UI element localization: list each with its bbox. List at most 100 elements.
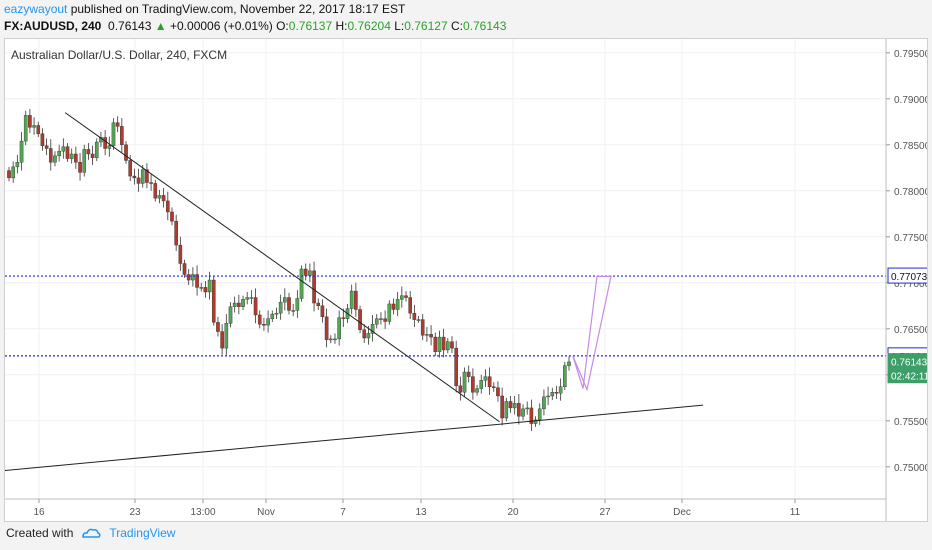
bear-candle xyxy=(65,146,70,159)
bull-candle xyxy=(446,341,450,351)
quote-line: FX:AUDUSD, 240 0.76143 ▲ +0.00006 (+0.01… xyxy=(4,18,928,35)
tradingview-link[interactable]: TradingView xyxy=(109,526,176,540)
bull-candle xyxy=(111,122,116,146)
ascending-trendline xyxy=(4,404,704,471)
bear-candle xyxy=(7,170,11,179)
bull-candle xyxy=(270,313,275,319)
drawings xyxy=(4,112,886,471)
bear-candle xyxy=(433,336,438,352)
bull-candle xyxy=(228,306,233,324)
bear-candle xyxy=(90,153,95,158)
y-tick-label: 0.75500 xyxy=(894,417,927,428)
author-link[interactable]: eazywayout xyxy=(4,2,68,16)
bear-candle xyxy=(74,153,78,163)
bull-candle xyxy=(11,166,15,179)
low-value: 0.76127 xyxy=(404,19,448,33)
bull-candle xyxy=(82,149,87,173)
bull-candle xyxy=(278,301,283,314)
x-tick-label: 13 xyxy=(415,507,427,518)
open-label: O: xyxy=(276,19,289,33)
bear-candle xyxy=(36,125,41,134)
price-axis[interactable]: 0.79500 0.79000 0.78500 0.78000 0.77500 0.770… xyxy=(886,49,931,474)
publish-info: published on TradingView.com, November 2… xyxy=(67,2,406,16)
bull-candle xyxy=(94,141,99,158)
bear-candle xyxy=(78,162,82,173)
x-tick-label: 27 xyxy=(599,507,611,518)
close-value: 0.76143 xyxy=(462,19,507,33)
y-tick-label: 0.77000 xyxy=(894,279,927,290)
bull-candle xyxy=(483,376,488,381)
bear-candle xyxy=(103,137,107,149)
grid xyxy=(5,39,886,499)
x-tick-label: 13:00 xyxy=(190,507,215,518)
symbol-label[interactable]: FX:AUDUSD, 240 xyxy=(4,19,102,33)
bull-candle xyxy=(462,371,467,393)
bear-candle xyxy=(186,274,191,281)
bull-candle xyxy=(53,155,57,163)
time-axis[interactable]: 16 23 13:00 Nov 7 13 20 27 Dec 11 xyxy=(33,499,801,518)
bull-candle xyxy=(107,145,112,149)
bull-candle xyxy=(299,268,304,299)
bear-candle xyxy=(391,303,396,310)
bull-candle xyxy=(504,401,509,419)
bear-candle xyxy=(216,322,220,332)
bear-candle xyxy=(128,160,132,177)
bear-candle xyxy=(341,317,346,319)
bull-candle xyxy=(425,334,429,336)
open-value: 0.76137 xyxy=(288,19,333,33)
bull-candle xyxy=(400,295,404,300)
bull-candle xyxy=(283,297,287,303)
bear-candle xyxy=(408,297,412,314)
bull-candle xyxy=(23,115,28,142)
price-chart[interactable]: Australian Dollar/U.S. Dollar, 240, FXCM… xyxy=(4,39,931,521)
bear-candle xyxy=(220,331,224,349)
last-price: 0.76143 xyxy=(108,19,152,33)
bull-candle xyxy=(249,297,254,299)
x-tick-label: Nov xyxy=(257,507,275,518)
price-label-last: 0.76143 xyxy=(887,353,929,370)
bull-candle xyxy=(542,396,546,410)
y-tick-label: 0.78500 xyxy=(894,141,927,152)
bear-candle xyxy=(324,316,329,341)
bear-candle xyxy=(178,244,183,264)
bear-candle xyxy=(491,386,496,388)
price-label-text: 0.77073 xyxy=(891,272,927,283)
bear-candle xyxy=(253,297,258,316)
descending-trendline xyxy=(64,112,500,423)
bull-candle xyxy=(232,302,237,307)
close-label: C: xyxy=(450,19,463,33)
bear-candle xyxy=(153,183,158,199)
bear-candle xyxy=(149,182,153,184)
bull-candle xyxy=(199,287,204,289)
bear-candle xyxy=(237,302,241,307)
bull-candle xyxy=(475,388,479,393)
bear-candle xyxy=(487,376,492,387)
bull-candle xyxy=(370,324,375,334)
bull-candle xyxy=(32,125,36,128)
bear-candle xyxy=(166,200,170,213)
bear-candle xyxy=(257,314,262,325)
bull-candle xyxy=(374,318,379,325)
x-tick-label: 7 xyxy=(340,507,346,518)
price-label-level: 0.77073 xyxy=(887,267,929,284)
high-label: H: xyxy=(335,19,348,33)
bear-candle xyxy=(404,295,408,298)
bull-candle xyxy=(328,338,333,341)
chart-frame[interactable]: Australian Dollar/U.S. Dollar, 240, FXCM… xyxy=(4,38,931,522)
bull-candle xyxy=(379,318,383,320)
bear-candle xyxy=(354,290,358,310)
bear-candle xyxy=(195,274,199,288)
bull-candle xyxy=(558,386,563,394)
bull-candle xyxy=(349,290,354,309)
bull-candle xyxy=(57,151,61,157)
y-tick-label: 0.79000 xyxy=(894,95,927,106)
bear-candle xyxy=(412,312,417,320)
bull-candle xyxy=(416,319,421,321)
bear-candle xyxy=(316,302,321,307)
x-tick-label: 11 xyxy=(790,507,801,518)
price-label-text: 02:42:11 xyxy=(891,372,927,383)
bear-candle xyxy=(124,144,128,161)
bull-candle xyxy=(266,318,270,326)
bull-candle xyxy=(479,380,484,389)
bear-candle xyxy=(174,220,178,246)
